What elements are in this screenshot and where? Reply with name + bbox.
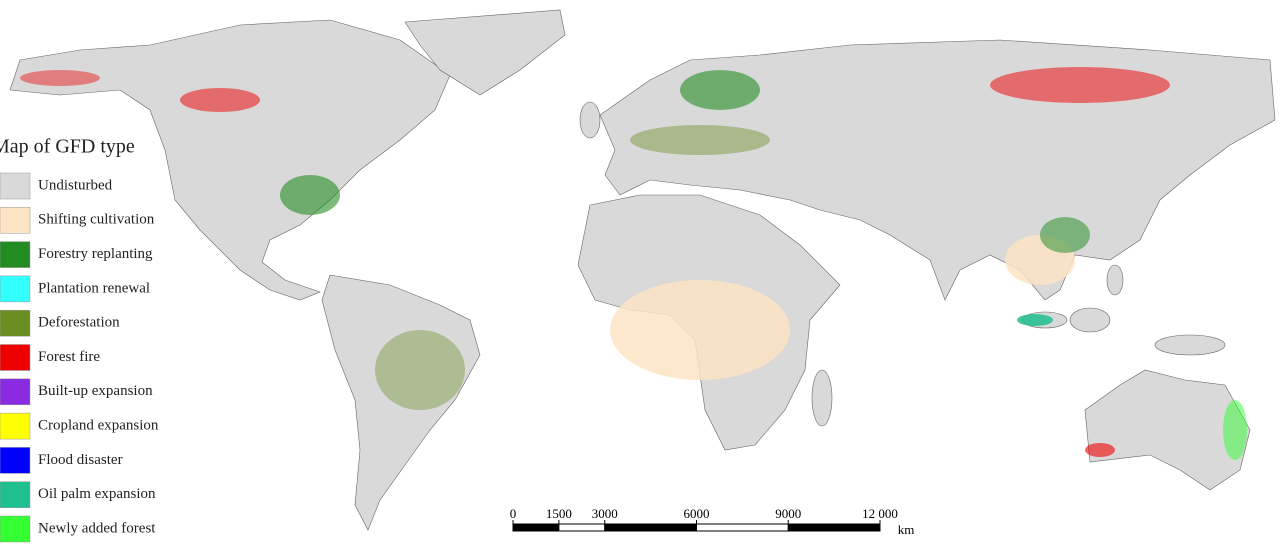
legend-label: Deforestation <box>38 315 120 331</box>
legend-label: Flood disaster <box>38 452 123 468</box>
legend-swatch <box>0 241 31 268</box>
legend-label: Undisturbed <box>38 177 113 193</box>
disturbance-pattern <box>20 67 1247 460</box>
scale-segment <box>696 523 789 532</box>
legend-label: Forestry replanting <box>38 246 153 262</box>
scale-label: 0 <box>510 506 517 521</box>
legend-swatch <box>0 172 31 200</box>
scale-segment <box>787 523 881 532</box>
scale-label: 6000 <box>684 506 710 521</box>
legend-label: Oil palm expansion <box>38 486 156 502</box>
legend-swatch <box>0 344 31 371</box>
legend-label: Shifting cultivation <box>38 212 155 228</box>
legend-swatch <box>0 447 31 474</box>
scale-segment <box>604 523 697 532</box>
scale-label: 1500 <box>546 506 572 521</box>
legend-swatch <box>0 481 31 508</box>
legend-label: Cropland expansion <box>38 418 159 434</box>
legend-label: Plantation renewal <box>38 280 150 296</box>
legend: Undisturbed Shifting cultivation Forestry … <box>0 172 159 543</box>
legend-label: Newly added forest <box>38 520 156 536</box>
legend-label: Forest fire <box>38 349 100 365</box>
scale-unit: km <box>898 522 915 537</box>
legend-swatch <box>0 412 31 440</box>
legend-label: Built-up expansion <box>38 383 153 399</box>
scale-label: 3000 <box>592 506 618 521</box>
legend-swatch <box>0 378 31 406</box>
legend-swatch <box>0 207 31 234</box>
scale-label: 9000 <box>775 506 801 521</box>
legend-swatch <box>0 309 31 337</box>
scale-label: 12 000 <box>862 506 898 521</box>
legend-swatch <box>0 515 31 543</box>
scale-segment <box>512 523 560 532</box>
legend-title: Map of GFD type <box>0 136 135 158</box>
legend-swatch <box>0 275 31 303</box>
scale-segment <box>558 523 606 532</box>
